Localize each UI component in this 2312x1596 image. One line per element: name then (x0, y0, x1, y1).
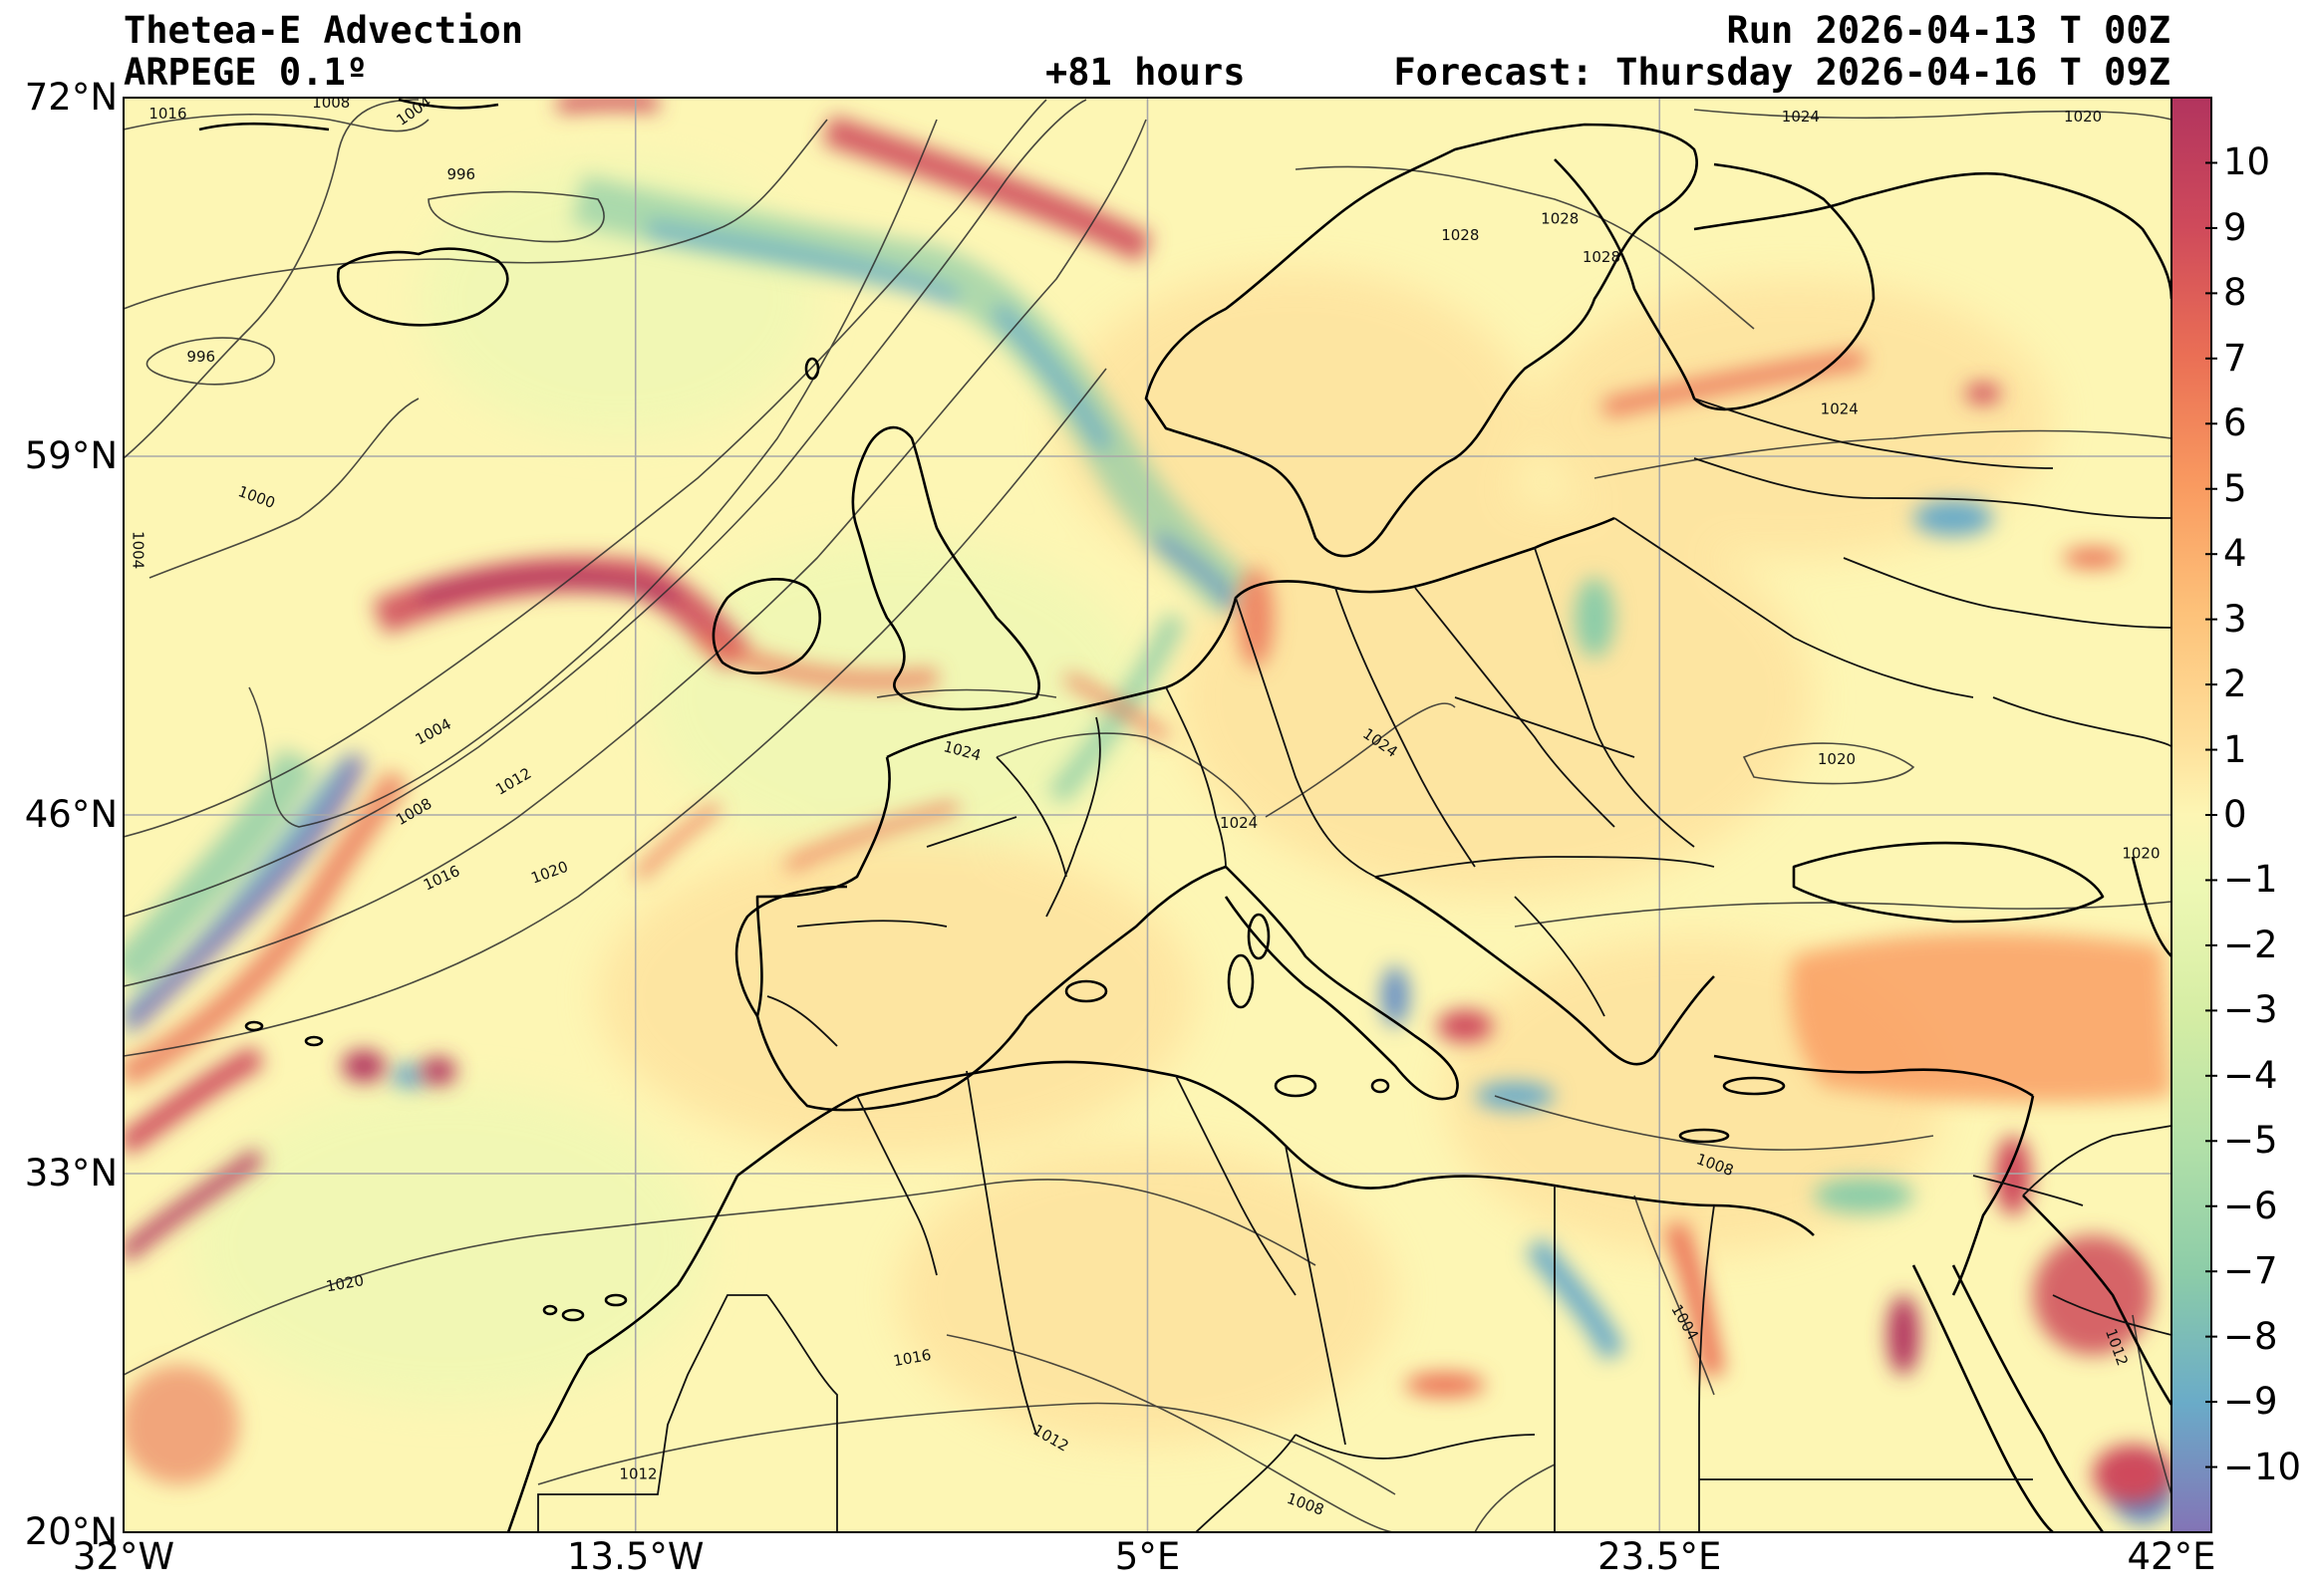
isobar-label: 1024 (1220, 814, 1258, 832)
isobar-label: 1004 (129, 531, 146, 569)
lat-tick-label: 59°N (24, 434, 118, 477)
colorbar-tick-label: −10 (2223, 1445, 2302, 1488)
lat-tick-label: 20°N (24, 1510, 118, 1553)
isobar-label: 1020 (2064, 108, 2102, 126)
isobar-label: 1024 (1821, 399, 1859, 417)
colorbar-tick-label: 0 (2223, 793, 2247, 836)
colorbar-tick-label: −1 (2223, 858, 2278, 902)
colorbar-tick-label: −8 (2223, 1314, 2278, 1358)
country-borders (537, 398, 2171, 1532)
lon-tick-label: 13.5°W (567, 1535, 705, 1578)
colorbar-tick-label: −7 (2223, 1249, 2278, 1293)
isobar-label: 1008 (312, 94, 350, 112)
isobar-label: 1012 (619, 1464, 657, 1482)
colorbar-tick-label: 4 (2223, 532, 2247, 576)
map-title: Thetea-E Advection (124, 9, 523, 52)
coastlines (198, 98, 2171, 1532)
gridlines (124, 98, 2171, 1532)
lead-time: +81 hours (1045, 51, 1246, 94)
colorbar-tick-label: −2 (2223, 923, 2278, 966)
isobar-label: 996 (186, 348, 215, 366)
colorbar-tick-label: 5 (2223, 466, 2247, 510)
isobars (124, 99, 2171, 1532)
colorbar-tick-label: 6 (2223, 401, 2247, 445)
isobar-label: 1028 (1441, 226, 1479, 244)
colorbar-tick-label: 3 (2223, 597, 2247, 641)
isobar-label: 1020 (1818, 750, 1856, 768)
colorbar-tick-label: −6 (2223, 1184, 2278, 1227)
colorbar-frame (2170, 97, 2212, 1533)
colorbar-tick-label: 2 (2223, 663, 2247, 706)
colorbar-tick-label: 1 (2223, 727, 2247, 771)
lon-tick-label: 5°E (1114, 1535, 1181, 1578)
colorbar-tick-label: −3 (2223, 988, 2278, 1032)
lon-tick-label: 23.5°E (1597, 1535, 1722, 1578)
isobar-label: 1024 (1782, 108, 1820, 126)
isobar-label: 1020 (2122, 844, 2160, 862)
colorbar-tick-label: 8 (2223, 271, 2247, 315)
colorbar-tick-label: 10 (2223, 140, 2271, 184)
lon-tick-label: 42°E (2127, 1535, 2216, 1578)
isobar-label: 1016 (148, 105, 186, 123)
colorbar-tick-label: 9 (2223, 205, 2247, 249)
lat-tick-label: 72°N (24, 76, 118, 119)
lat-tick-label: 33°N (24, 1152, 118, 1195)
colorbar-tick-label: −9 (2223, 1380, 2278, 1424)
model-name: ARPEGE 0.1º (124, 51, 369, 94)
colorbar-gradient (2171, 98, 2211, 1532)
colorbar-tick-label: −5 (2223, 1119, 2278, 1163)
lat-tick-label: 46°N (24, 793, 118, 836)
colorbar-tick-label: 7 (2223, 336, 2247, 380)
colorbar-tick-label: −4 (2223, 1053, 2278, 1097)
lon-tick-label: 32°W (72, 1535, 175, 1578)
run-time: Run 2026-04-13 T 00Z (1726, 9, 2170, 52)
isobar-label: 996 (446, 165, 475, 183)
isobar-label: 1028 (1583, 248, 1620, 266)
colorbar (2170, 97, 2217, 1533)
forecast-time: Forecast: Thursday 2026-04-16 T 09Z (1393, 51, 2170, 94)
isobar-label: 1028 (1541, 209, 1579, 227)
